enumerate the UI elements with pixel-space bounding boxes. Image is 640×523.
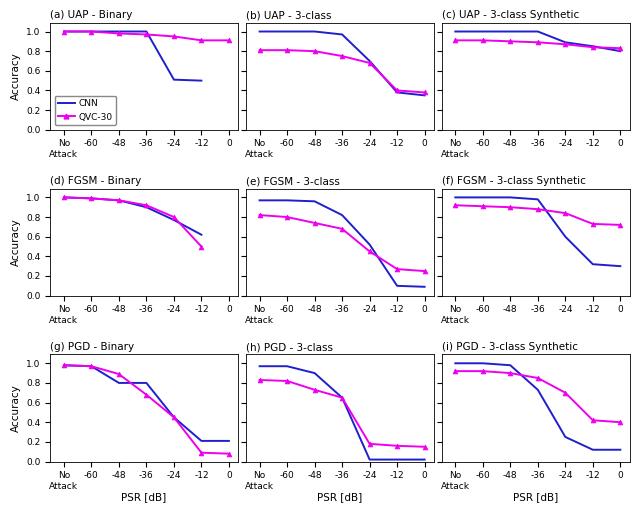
Text: (a) UAP - Binary: (a) UAP - Binary [50,10,132,20]
Text: (e) FGSM - 3-class: (e) FGSM - 3-class [246,176,340,186]
Text: (d) FGSM - Binary: (d) FGSM - Binary [50,176,141,186]
Y-axis label: Accuracy: Accuracy [10,218,20,266]
Text: (f) FGSM - 3-class Synthetic: (f) FGSM - 3-class Synthetic [442,176,586,186]
Y-axis label: Accuracy: Accuracy [10,52,20,100]
Text: (c) UAP - 3-class Synthetic: (c) UAP - 3-class Synthetic [442,10,579,20]
X-axis label: PSR [dB]: PSR [dB] [317,492,362,502]
X-axis label: PSR [dB]: PSR [dB] [122,492,167,502]
Text: (h) PGD - 3-class: (h) PGD - 3-class [246,342,333,353]
X-axis label: PSR [dB]: PSR [dB] [513,492,558,502]
Text: (i) PGD - 3-class Synthetic: (i) PGD - 3-class Synthetic [442,342,577,353]
Y-axis label: Accuracy: Accuracy [10,384,20,432]
Text: (g) PGD - Binary: (g) PGD - Binary [50,342,134,353]
Legend: CNN, QVC-30: CNN, QVC-30 [54,96,116,125]
Text: (b) UAP - 3-class: (b) UAP - 3-class [246,10,332,20]
